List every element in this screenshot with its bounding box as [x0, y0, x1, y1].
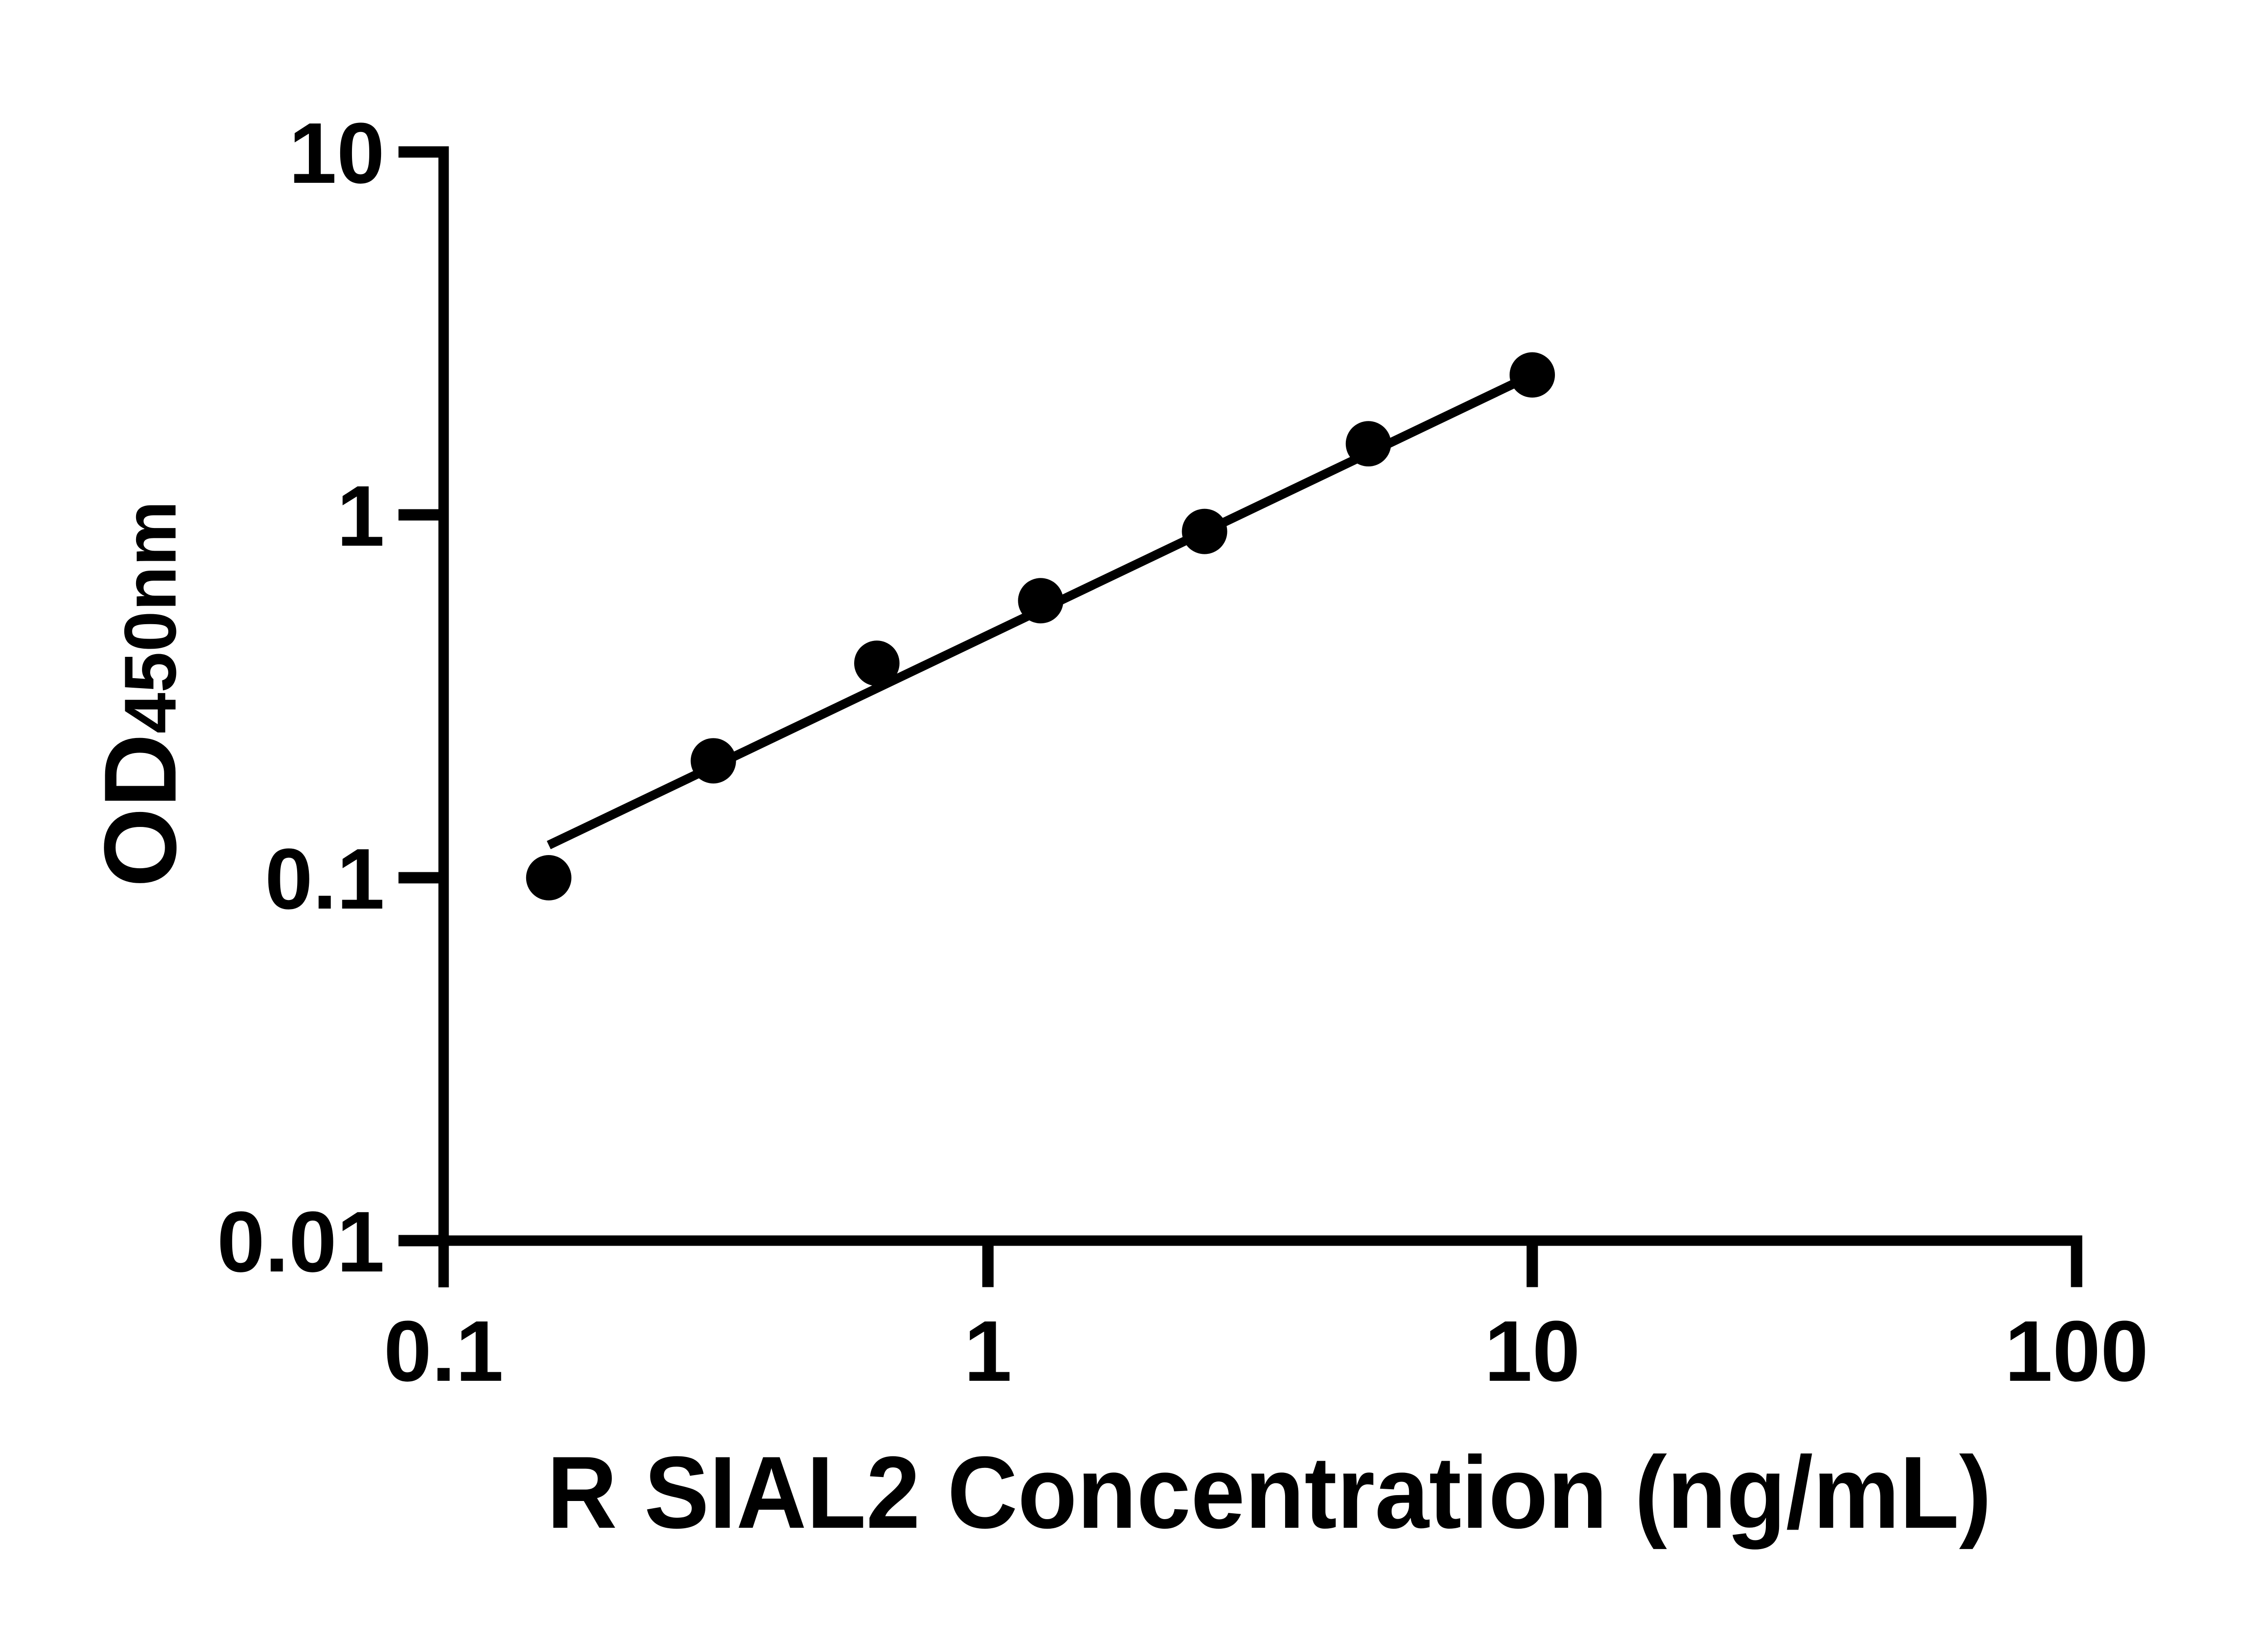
data-point — [1345, 421, 1391, 467]
data-point — [1510, 352, 1555, 398]
x-tick-label: 100 — [2004, 1303, 2148, 1399]
data-point — [1018, 578, 1064, 624]
y-axis-title-sub: 450nm — [109, 501, 191, 733]
tick-label-layer: 0.01 0.1 1 10 0.1 1 10 100 — [217, 105, 2148, 1399]
y-tick-label: 0.1 — [265, 831, 385, 927]
y-tick-label: 10 — [289, 105, 385, 201]
plot-layer — [526, 352, 1555, 900]
x-axis-title: R SIAL2 Concentration (ng/mL) — [547, 1435, 1992, 1550]
data-point — [526, 855, 572, 900]
y-tick-label: 0.01 — [217, 1194, 385, 1290]
x-tick-label: 1 — [964, 1303, 1012, 1399]
data-point — [690, 738, 736, 784]
x-tick-label: 10 — [1484, 1303, 1580, 1399]
data-point — [854, 640, 900, 686]
x-tick-label: 0.1 — [384, 1303, 503, 1399]
axes-layer — [398, 146, 2082, 1287]
y-axis-title-main: OD — [83, 733, 197, 887]
data-point — [1182, 508, 1227, 554]
y-tick-label: 1 — [337, 468, 385, 564]
y-axis-title: OD450nm — [83, 501, 197, 887]
